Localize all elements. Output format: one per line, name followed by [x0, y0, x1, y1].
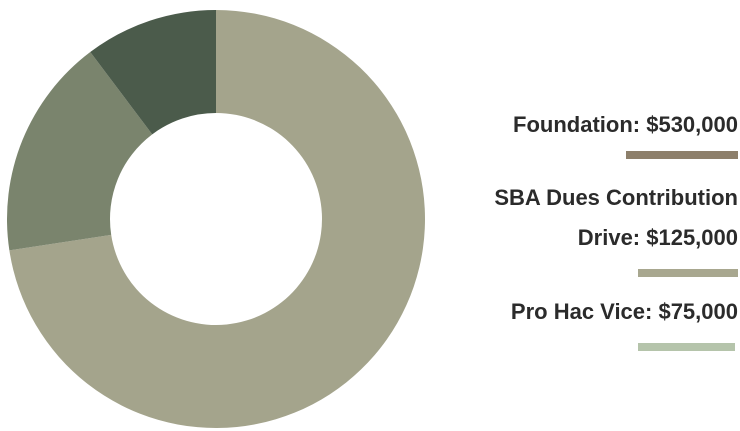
donut-slice [7, 52, 153, 251]
legend-label: Pro Hac Vice: $75,000 [510, 299, 738, 324]
donut-slice [9, 10, 425, 428]
legend-label: SBA Dues Contribution Drive: $125,000 [494, 185, 738, 250]
legend-label: Foundation: $530,000 [513, 112, 738, 137]
legend-swatch [638, 343, 735, 351]
donut-slice [90, 10, 216, 135]
legend-swatch [626, 151, 738, 159]
legend-swatch [638, 269, 738, 277]
